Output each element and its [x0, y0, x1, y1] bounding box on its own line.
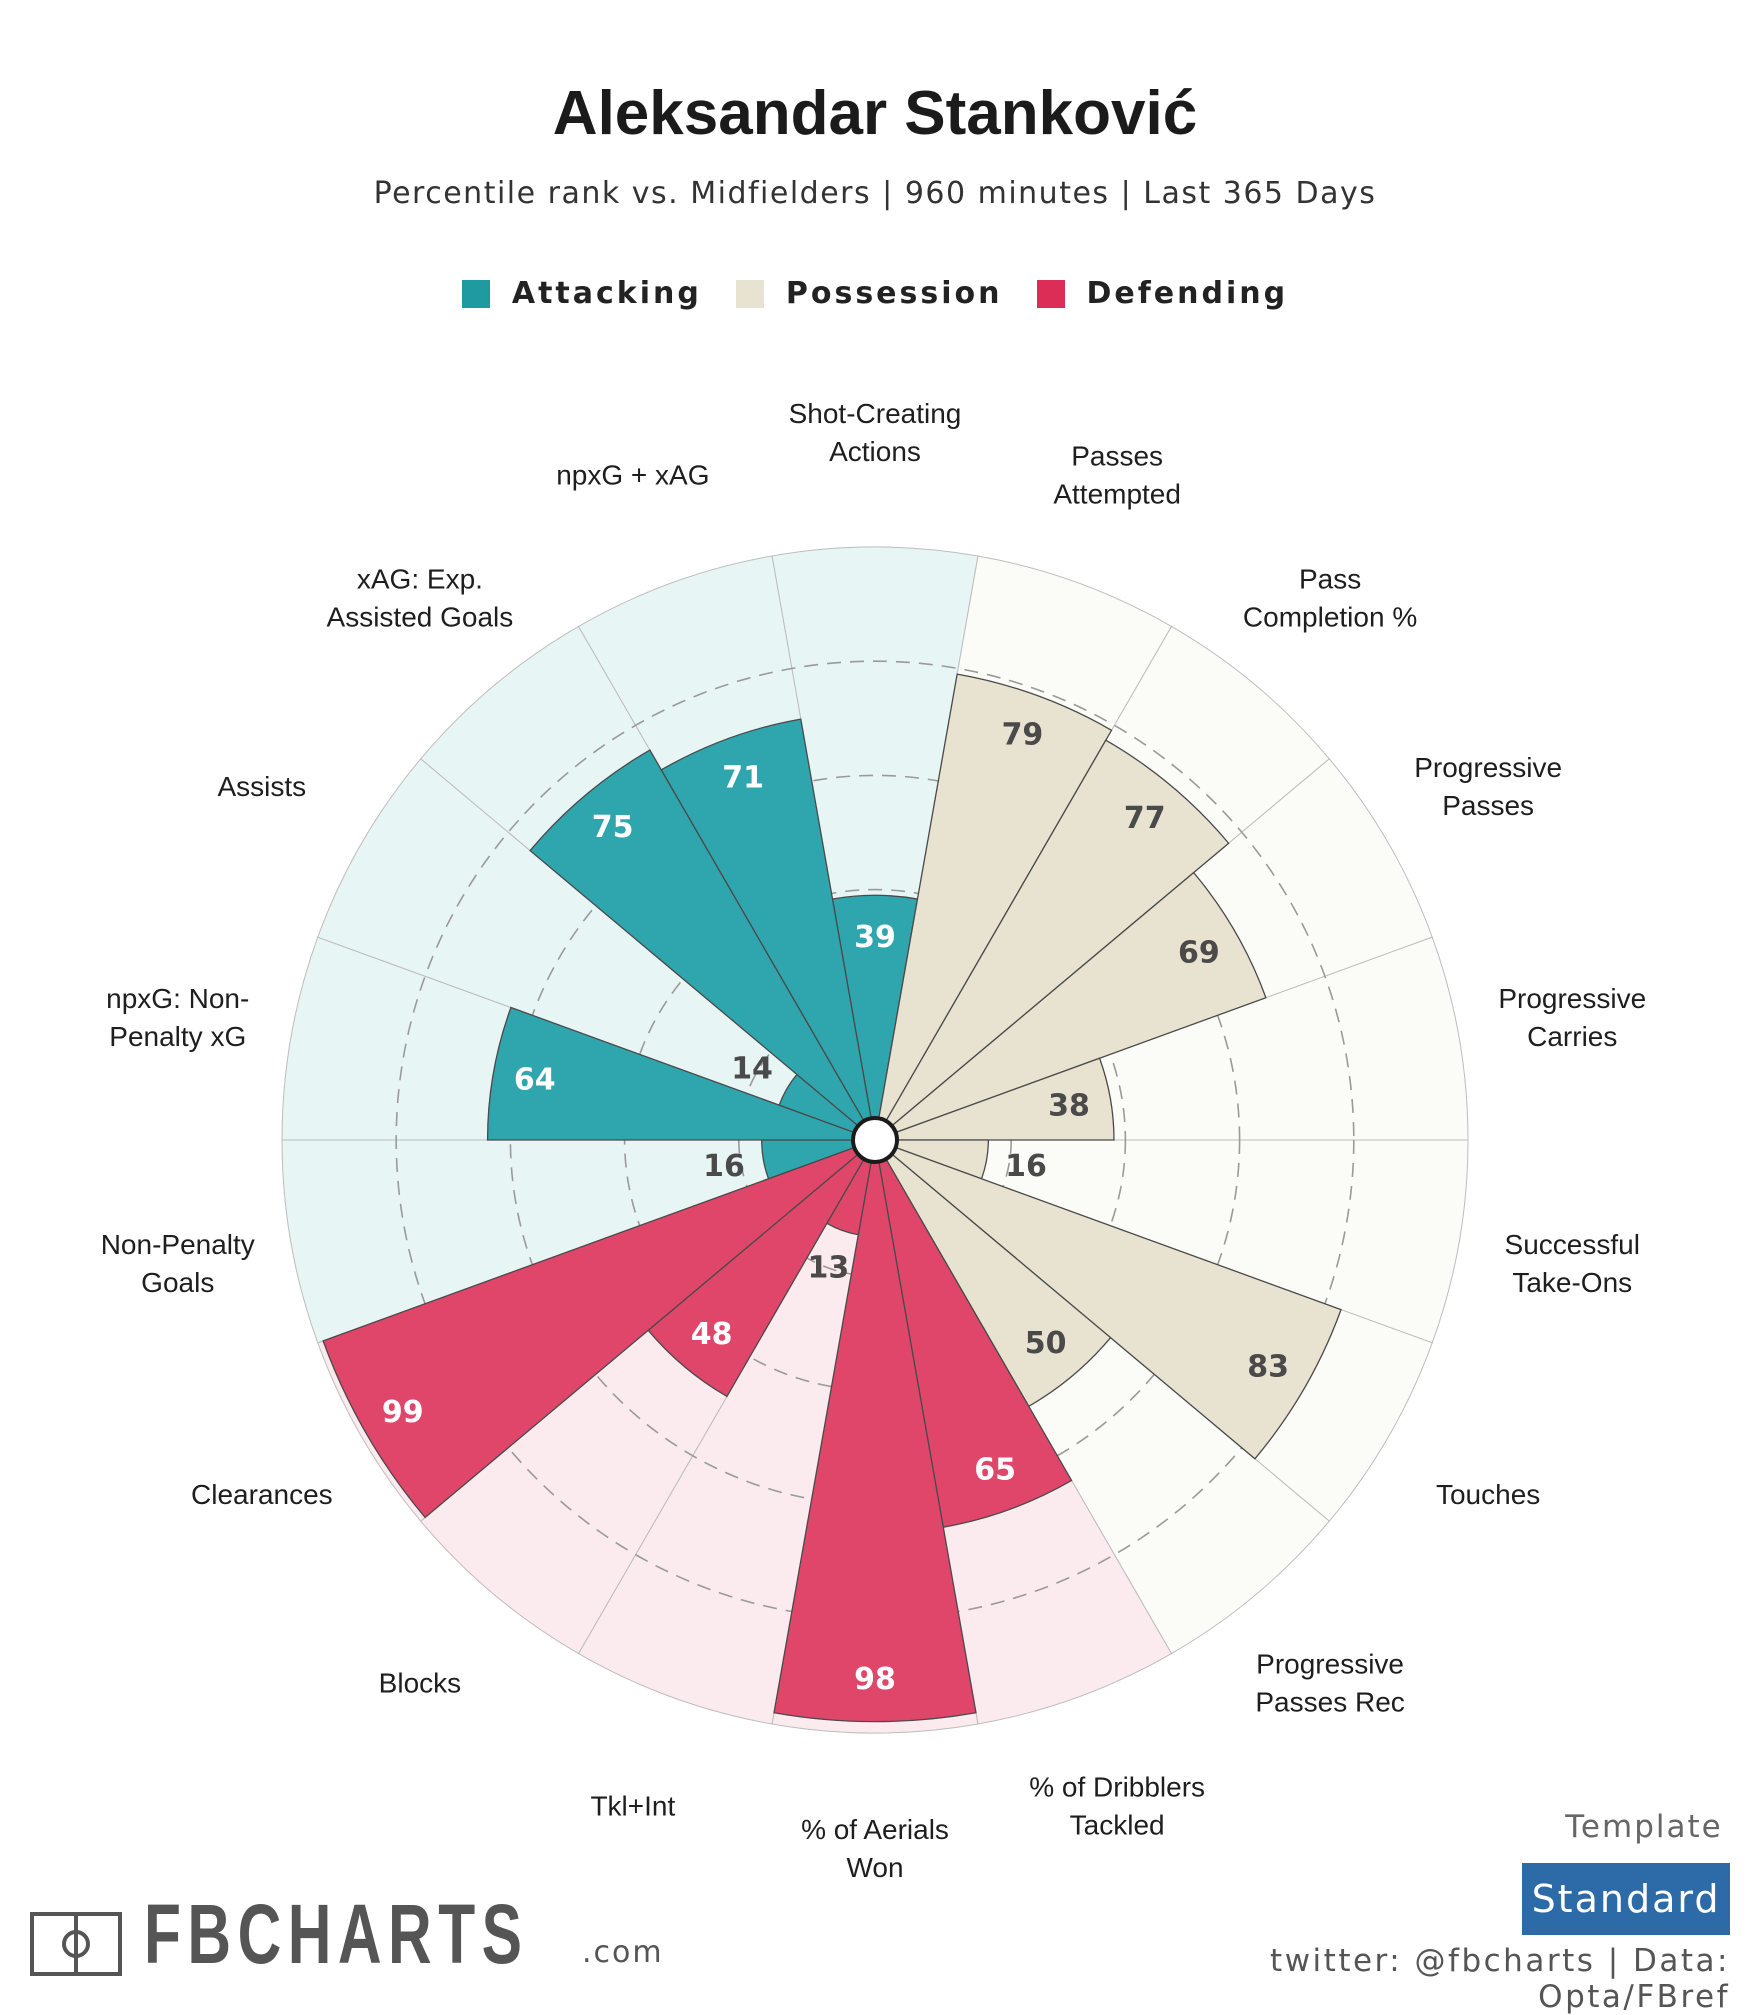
value-label-successful-take-ons: 16 — [1005, 1149, 1047, 1184]
axis-label-shot-creating-actions: Shot-Creating Actions — [789, 398, 962, 467]
value-label-xag-exp-assisted-goals: 75 — [592, 810, 634, 845]
value-label-passes-attempted: 79 — [1002, 717, 1044, 752]
chart-title: Aleksandar Stanković — [552, 79, 1198, 148]
axis-label-of-aerials-won: % of Aerials Won — [801, 1814, 949, 1883]
axis-label-pass-completion: Pass Completion % — [1243, 564, 1417, 633]
chart-subtitle: Percentile rank vs. Midfielders | 960 mi… — [373, 176, 1377, 211]
legend-label-possession: Possession — [785, 276, 1003, 311]
logo-suffix: .com — [581, 1935, 664, 1970]
axis-label-progressive-carries: Progressive Carries — [1498, 983, 1646, 1052]
legend-item-possession: Possession — [735, 276, 1003, 311]
legend-label-defending: Defending — [1086, 276, 1289, 311]
axis-label-xag-exp-assisted-goals: xAG: Exp. Assisted Goals — [327, 564, 514, 633]
value-label-of-dribblers-tackled: 65 — [974, 1452, 1016, 1487]
footer-credit: twitter: @fbcharts | Data: Opta/FBref — [1270, 1943, 1730, 2015]
fbcharts-logo: FBCHARTS .com — [30, 1892, 664, 1976]
legend: Attacking Possession Defending — [0, 276, 1750, 311]
value-label-pass-completion: 77 — [1124, 801, 1166, 836]
pitch-icon — [30, 1912, 122, 1976]
legend-swatch-attacking — [461, 279, 490, 308]
template-badge: Standard — [1522, 1863, 1730, 1935]
grid-circle-60 — [509, 774, 1241, 1506]
legend-swatch-defending — [1036, 279, 1065, 308]
value-label-touches: 83 — [1247, 1349, 1289, 1384]
axis-label-non-penalty-goals: Non-Penalty Goals — [101, 1229, 255, 1298]
value-label-blocks: 48 — [691, 1317, 733, 1352]
axis-label-npxg-non-penalty-xg: npxG: Non-Penalty xG — [106, 983, 249, 1052]
axis-label-tkl-int: Tkl+Int — [590, 1790, 675, 1821]
legend-swatch-possession — [735, 279, 764, 308]
value-label-non-penalty-goals: 16 — [703, 1149, 745, 1184]
value-label-progressive-carries: 38 — [1048, 1088, 1090, 1123]
template-label: Template — [1565, 1809, 1723, 1845]
value-label-progressive-passes-rec: 50 — [1025, 1326, 1067, 1361]
axis-label-of-dribblers-tackled: % of Dribblers Tackled — [1029, 1771, 1205, 1840]
value-label-shot-creating-actions: 39 — [854, 920, 896, 955]
value-label-assists: 14 — [731, 1052, 773, 1087]
axis-labels: Shot-Creating Actions Passes Attempted Pass C… — [101, 398, 1646, 1883]
axis-label-blocks: Blocks — [379, 1667, 461, 1698]
value-bars — [322, 673, 1342, 1723]
axis-label-progressive-passes: Progressive Passes — [1414, 752, 1562, 821]
value-label-npxg-xag: 71 — [722, 760, 764, 795]
center-hole — [851, 1116, 899, 1164]
grid-circle-80 — [395, 660, 1355, 1620]
value-label-npxg-non-penalty-xg: 64 — [514, 1063, 556, 1098]
value-label-progressive-passes: 69 — [1178, 936, 1220, 971]
axis-label-clearances: Clearances — [191, 1479, 333, 1510]
axis-label-npxg-xag: npxG + xAG — [556, 460, 709, 491]
axis-label-assists: Assists — [218, 771, 307, 802]
legend-item-defending: Defending — [1036, 276, 1289, 311]
axis-label-progressive-passes-rec: Progressive Passes Rec — [1255, 1648, 1404, 1717]
value-label-of-aerials-won: 98 — [854, 1662, 896, 1697]
axis-label-successful-take-ons: Successful Take-Ons — [1505, 1229, 1640, 1298]
axis-label-passes-attempted: Passes Attempted — [1053, 441, 1181, 510]
logo-text: FBCHARTS — [144, 1887, 529, 1981]
value-label-clearances: 99 — [382, 1395, 424, 1430]
value-label-tkl-int: 13 — [808, 1251, 850, 1286]
legend-item-attacking: Attacking — [461, 276, 702, 311]
axis-label-touches: Touches — [1436, 1479, 1540, 1510]
legend-label-attacking: Attacking — [511, 276, 702, 311]
